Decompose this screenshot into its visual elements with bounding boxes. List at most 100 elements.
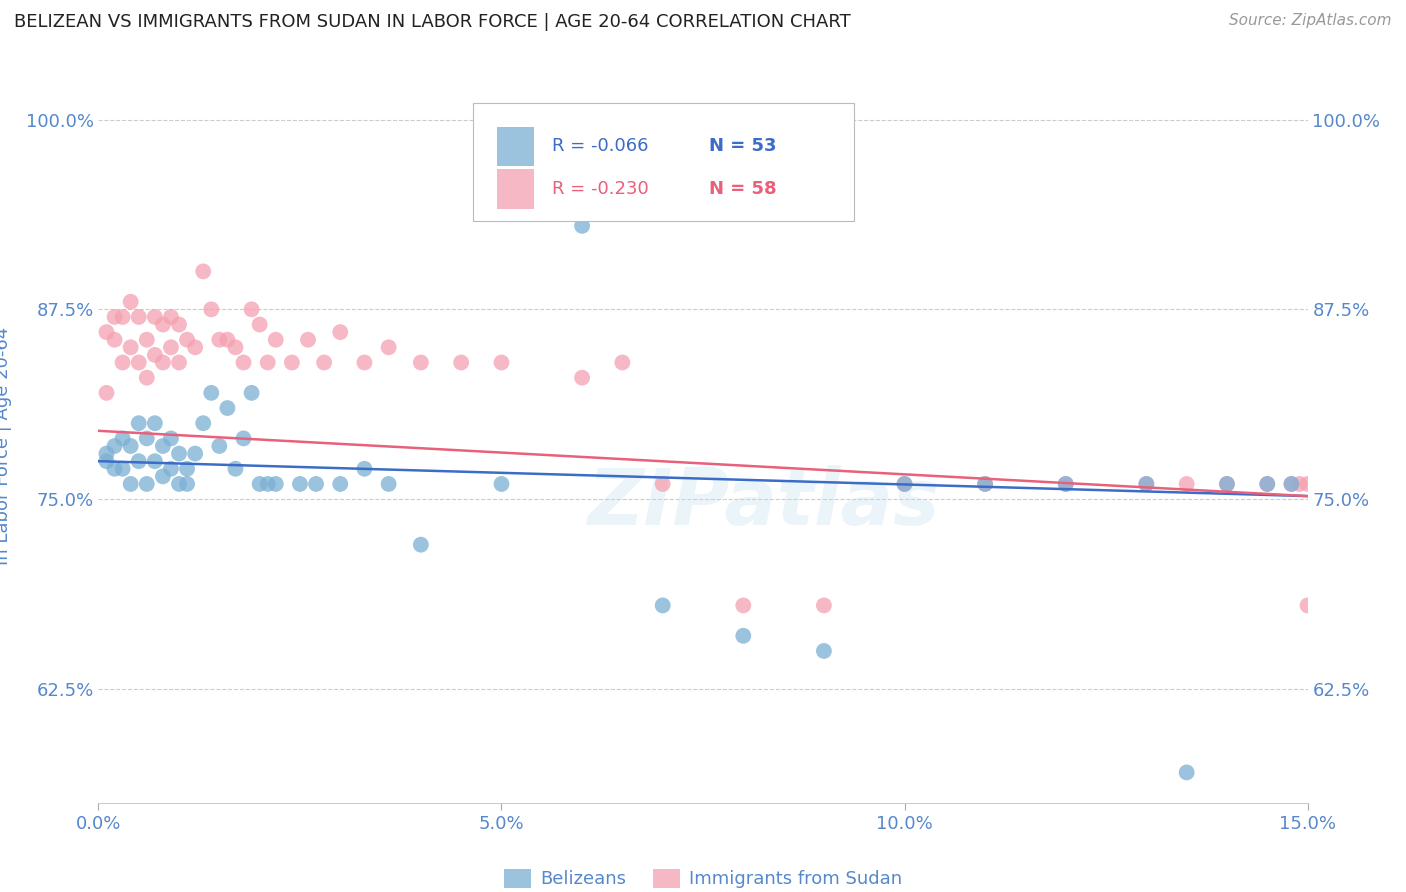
- Legend: Belizeans, Immigrants from Sudan: Belizeans, Immigrants from Sudan: [496, 862, 910, 892]
- Point: [224, 462, 246, 476]
- Point: [96, 447, 118, 461]
- Text: R = -0.066: R = -0.066: [551, 137, 648, 155]
- Point: [571, 370, 593, 384]
- Point: [184, 340, 207, 354]
- Point: [96, 454, 118, 468]
- Point: [281, 355, 304, 369]
- Point: [651, 599, 673, 613]
- Point: [813, 644, 835, 658]
- Point: [612, 355, 634, 369]
- Point: [450, 355, 472, 369]
- Point: [409, 355, 432, 369]
- Point: [1296, 599, 1319, 613]
- Point: [176, 462, 198, 476]
- Point: [1288, 477, 1310, 491]
- Point: [152, 318, 174, 332]
- Point: [135, 333, 157, 347]
- Point: [217, 333, 239, 347]
- Point: [193, 264, 215, 278]
- Point: [249, 318, 271, 332]
- Point: [111, 462, 134, 476]
- Point: [1135, 477, 1157, 491]
- Y-axis label: In Labor Force | Age 20-64: In Labor Force | Age 20-64: [0, 326, 11, 566]
- Point: [1216, 477, 1239, 491]
- Text: ZIPatlas: ZIPatlas: [588, 465, 939, 541]
- Point: [893, 477, 915, 491]
- Point: [297, 333, 319, 347]
- Point: [208, 439, 231, 453]
- Point: [240, 385, 263, 400]
- Point: [160, 310, 183, 324]
- Point: [1216, 477, 1239, 491]
- Point: [111, 431, 134, 445]
- Point: [377, 340, 399, 354]
- Point: [176, 333, 198, 347]
- Point: [813, 599, 835, 613]
- Point: [96, 385, 118, 400]
- Point: [120, 477, 142, 491]
- Point: [1135, 477, 1157, 491]
- Text: R = -0.230: R = -0.230: [551, 180, 648, 198]
- Point: [651, 477, 673, 491]
- Point: [232, 355, 254, 369]
- Point: [893, 477, 915, 491]
- Point: [96, 325, 118, 339]
- Point: [353, 355, 375, 369]
- Point: [208, 333, 231, 347]
- Point: [232, 431, 254, 445]
- Point: [1281, 477, 1303, 491]
- Point: [733, 599, 755, 613]
- Point: [256, 477, 278, 491]
- Point: [288, 477, 311, 491]
- Point: [1175, 477, 1198, 491]
- Point: [143, 348, 166, 362]
- Point: [167, 355, 190, 369]
- Point: [135, 370, 157, 384]
- Point: [224, 340, 246, 354]
- Point: [184, 447, 207, 461]
- Text: BELIZEAN VS IMMIGRANTS FROM SUDAN IN LABOR FORCE | AGE 20-64 CORRELATION CHART: BELIZEAN VS IMMIGRANTS FROM SUDAN IN LAB…: [14, 13, 851, 31]
- Point: [974, 477, 997, 491]
- Point: [143, 416, 166, 430]
- Point: [103, 462, 125, 476]
- Point: [409, 538, 432, 552]
- Point: [152, 439, 174, 453]
- Point: [176, 477, 198, 491]
- Point: [733, 629, 755, 643]
- Point: [264, 477, 287, 491]
- Point: [160, 340, 183, 354]
- Point: [329, 325, 352, 339]
- Point: [120, 340, 142, 354]
- Point: [128, 416, 150, 430]
- Point: [160, 462, 183, 476]
- Text: N = 53: N = 53: [709, 137, 776, 155]
- Point: [128, 454, 150, 468]
- Point: [217, 401, 239, 415]
- Point: [571, 219, 593, 233]
- Point: [160, 431, 183, 445]
- FancyBboxPatch shape: [474, 103, 855, 221]
- Point: [329, 477, 352, 491]
- Point: [111, 310, 134, 324]
- Point: [120, 439, 142, 453]
- Point: [1054, 477, 1077, 491]
- Point: [200, 302, 222, 317]
- FancyBboxPatch shape: [498, 169, 534, 209]
- Point: [974, 477, 997, 491]
- Point: [193, 416, 215, 430]
- Point: [612, 203, 634, 218]
- Point: [305, 477, 328, 491]
- Point: [491, 477, 513, 491]
- Point: [1054, 477, 1077, 491]
- Point: [249, 477, 271, 491]
- Point: [240, 302, 263, 317]
- Point: [120, 294, 142, 309]
- Point: [152, 469, 174, 483]
- Point: [135, 477, 157, 491]
- Point: [377, 477, 399, 491]
- Point: [256, 355, 278, 369]
- Point: [200, 385, 222, 400]
- Point: [143, 454, 166, 468]
- Point: [1256, 477, 1278, 491]
- Point: [1175, 765, 1198, 780]
